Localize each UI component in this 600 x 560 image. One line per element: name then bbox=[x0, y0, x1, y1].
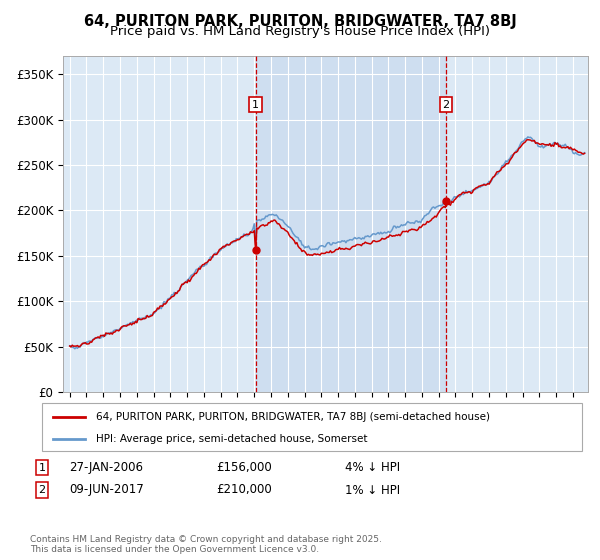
Text: 1: 1 bbox=[38, 463, 46, 473]
Text: 1: 1 bbox=[252, 100, 259, 110]
Text: Contains HM Land Registry data © Crown copyright and database right 2025.
This d: Contains HM Land Registry data © Crown c… bbox=[30, 535, 382, 554]
Text: 2: 2 bbox=[38, 485, 46, 495]
Text: Price paid vs. HM Land Registry's House Price Index (HPI): Price paid vs. HM Land Registry's House … bbox=[110, 25, 490, 38]
Text: 64, PURITON PARK, PURITON, BRIDGWATER, TA7 8BJ (semi-detached house): 64, PURITON PARK, PURITON, BRIDGWATER, T… bbox=[96, 412, 490, 422]
Text: 2: 2 bbox=[443, 100, 449, 110]
Text: 4% ↓ HPI: 4% ↓ HPI bbox=[345, 461, 400, 474]
Text: £210,000: £210,000 bbox=[216, 483, 272, 497]
Text: 64, PURITON PARK, PURITON, BRIDGWATER, TA7 8BJ: 64, PURITON PARK, PURITON, BRIDGWATER, T… bbox=[83, 14, 517, 29]
Text: 09-JUN-2017: 09-JUN-2017 bbox=[69, 483, 144, 497]
Text: 27-JAN-2006: 27-JAN-2006 bbox=[69, 461, 143, 474]
FancyBboxPatch shape bbox=[42, 403, 582, 451]
Text: 1% ↓ HPI: 1% ↓ HPI bbox=[345, 483, 400, 497]
Bar bbox=[256, 56, 446, 392]
Text: HPI: Average price, semi-detached house, Somerset: HPI: Average price, semi-detached house,… bbox=[96, 434, 367, 444]
Text: £156,000: £156,000 bbox=[216, 461, 272, 474]
